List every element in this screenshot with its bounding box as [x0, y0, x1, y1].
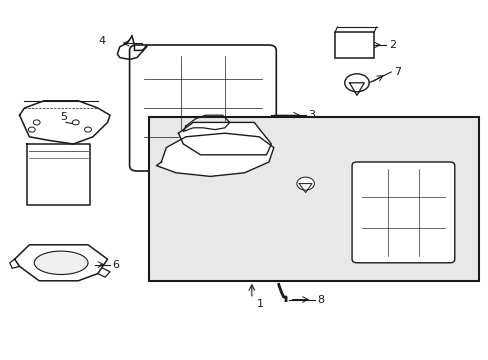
- Circle shape: [72, 120, 79, 125]
- Text: 6: 6: [112, 260, 119, 270]
- Circle shape: [344, 74, 368, 92]
- Text: 5: 5: [60, 112, 67, 122]
- Circle shape: [28, 127, 35, 132]
- Text: 7: 7: [393, 67, 400, 77]
- Circle shape: [33, 120, 40, 125]
- Text: 2: 2: [388, 40, 395, 50]
- Text: 4: 4: [98, 36, 105, 46]
- Polygon shape: [156, 133, 273, 176]
- FancyBboxPatch shape: [351, 162, 454, 263]
- Polygon shape: [27, 144, 90, 205]
- Bar: [334, 32, 373, 58]
- Ellipse shape: [34, 251, 88, 275]
- Circle shape: [84, 127, 91, 132]
- Polygon shape: [178, 122, 271, 155]
- Text: 1: 1: [256, 299, 263, 309]
- Text: 3: 3: [307, 110, 314, 120]
- Bar: [149, 117, 478, 281]
- Circle shape: [296, 177, 314, 190]
- Polygon shape: [15, 245, 107, 281]
- Polygon shape: [20, 101, 110, 144]
- FancyBboxPatch shape: [129, 45, 276, 171]
- Text: 8: 8: [316, 294, 324, 305]
